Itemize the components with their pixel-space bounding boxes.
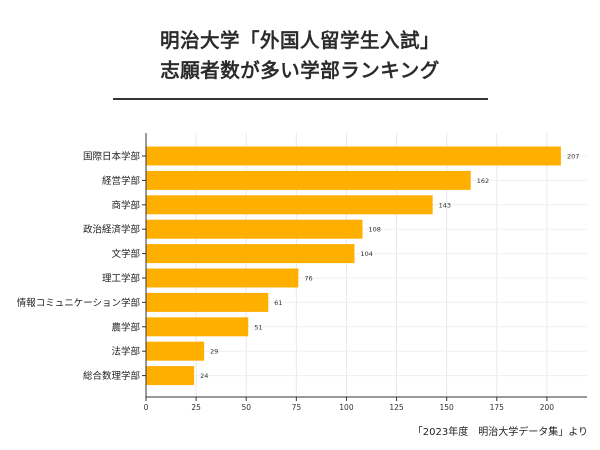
category-label: 商学部 xyxy=(111,199,140,211)
data-label: 207 xyxy=(567,153,579,161)
bar xyxy=(146,244,355,264)
category-label: 文学部 xyxy=(111,248,140,260)
data-label: 61 xyxy=(274,299,282,307)
data-label: 76 xyxy=(304,275,312,283)
data-label: 143 xyxy=(439,201,451,209)
bar xyxy=(146,292,269,312)
x-tick-label: 125 xyxy=(389,403,404,412)
category-label: 国際日本学部 xyxy=(83,151,140,163)
bar xyxy=(146,219,363,239)
x-tick-label: 25 xyxy=(191,403,201,412)
bar xyxy=(146,146,561,166)
category-label: 理工学部 xyxy=(102,273,140,285)
data-label: 29 xyxy=(210,348,218,356)
x-tick-label: 100 xyxy=(339,403,354,412)
bar xyxy=(146,317,249,337)
data-label: 162 xyxy=(477,177,489,185)
source-note: 「2023年度 明治大学データ集」より xyxy=(412,427,588,438)
bar xyxy=(146,268,299,288)
x-tick-label: 50 xyxy=(241,403,251,412)
data-label: 51 xyxy=(254,323,262,331)
chart-title-line-1: 明治大学「外国人留学生入試」 xyxy=(159,29,440,52)
x-tick-label: 75 xyxy=(292,403,302,412)
bar xyxy=(146,170,471,190)
title-underline xyxy=(113,98,488,100)
bar xyxy=(146,341,205,361)
category-label: 農学部 xyxy=(111,321,140,333)
x-tick-label: 175 xyxy=(490,403,505,412)
category-label: 経営学部 xyxy=(102,175,140,187)
chart-title-line-2: 志願者数が多い学部ランキング xyxy=(160,59,440,82)
category-label: 総合数理学部 xyxy=(83,370,140,382)
category-label: 法学部 xyxy=(111,346,140,358)
x-tick-label: 0 xyxy=(144,403,149,412)
data-label: 24 xyxy=(200,372,208,380)
data-label: 104 xyxy=(360,250,372,258)
data-label: 108 xyxy=(368,226,380,234)
x-tick-label: 150 xyxy=(440,403,455,412)
chart-title: 明治大学「外国人留学生入試」 志願者数が多い学部ランキング xyxy=(0,26,600,86)
bar xyxy=(146,195,433,215)
category-label: 情報コミュニケーション学部 xyxy=(17,297,140,309)
bar xyxy=(146,366,195,386)
category-label: 政治経済学部 xyxy=(83,224,140,236)
x-tick-label: 200 xyxy=(540,403,555,412)
